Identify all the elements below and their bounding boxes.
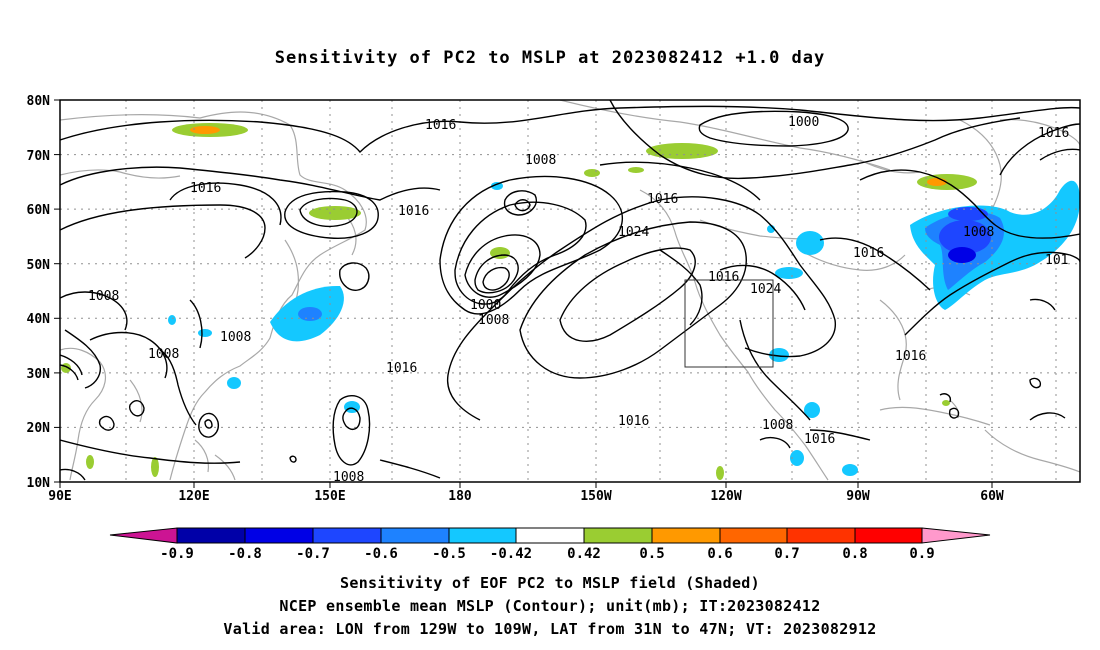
pressure-contours xyxy=(60,100,1080,481)
contour-label: 1008 xyxy=(963,225,994,240)
colorbar-cell xyxy=(515,527,585,544)
colorbar-cell xyxy=(651,527,721,544)
colorbar-tick-label: 0.8 xyxy=(842,546,867,562)
contour-label: 1008 xyxy=(148,347,179,362)
lat-label: 30N xyxy=(27,367,51,382)
colorbar xyxy=(109,527,991,544)
lon-label: 150W xyxy=(580,489,611,504)
contour-label: 1008 xyxy=(478,313,509,328)
valid-area-box xyxy=(684,279,774,368)
footer-line-1: Sensitivity of EOF PC2 to MSLP field (Sh… xyxy=(340,574,760,592)
latitude-labels: 80N 70N 60N 50N 40N 30N 20N 10N xyxy=(27,94,51,491)
colorbar-tick-label: 0.7 xyxy=(774,546,799,562)
colorbar-cell xyxy=(176,527,246,544)
contour-label: 1008 xyxy=(525,153,556,168)
contour-label: 1016 xyxy=(708,270,739,285)
lon-label: 180 xyxy=(448,489,472,504)
contour-label: 101 xyxy=(1045,253,1068,268)
contour-label: 1016 xyxy=(647,192,678,207)
contour-label: 1016 xyxy=(425,118,456,133)
lon-label: 90W xyxy=(846,489,870,504)
axis-ticks xyxy=(54,99,993,488)
footer-line-2: NCEP ensemble mean MSLP (Contour); unit(… xyxy=(279,597,821,615)
contour-label: 1016 xyxy=(618,414,649,429)
contour-label: 1000 xyxy=(788,115,819,130)
map-border xyxy=(59,99,1081,483)
contour-label: 1016 xyxy=(895,349,926,364)
colorbar-cell xyxy=(719,527,788,544)
colorbar-tick-label: 0.9 xyxy=(909,546,934,562)
colorbar-cell xyxy=(583,527,653,544)
map-title: Sensitivity of PC2 to MSLP at 2023082412… xyxy=(274,48,826,68)
colorbar-cell xyxy=(448,527,517,544)
colorbar-tick-label: 0.6 xyxy=(707,546,732,562)
colorbar-cell xyxy=(109,527,178,544)
colorbar-tick-label: 0.42 xyxy=(567,546,601,562)
lat-label: 70N xyxy=(27,149,51,164)
lat-label: 10N xyxy=(27,476,51,491)
colorbar-tick-labels: -0.9 -0.8 -0.7 -0.6 -0.5 -0.42 0.42 0.5 … xyxy=(160,546,935,562)
colorbar-tick-label: -0.9 xyxy=(160,546,194,562)
colorbar-tick-label: -0.6 xyxy=(364,546,398,562)
contour-label: 1008 xyxy=(220,330,251,345)
contour-label: 1000 xyxy=(470,298,501,313)
lon-label: 150E xyxy=(314,489,345,504)
contour-label: 1016 xyxy=(1038,126,1069,141)
colorbar-cell xyxy=(380,527,450,544)
colorbar-tick-label: 0.5 xyxy=(639,546,664,562)
colorbar-tick-label: -0.42 xyxy=(490,546,532,562)
shaded-sensitivity xyxy=(61,123,1080,480)
lon-label: 120W xyxy=(710,489,741,504)
lon-label: 120E xyxy=(178,489,209,504)
contour-label: 1016 xyxy=(386,361,417,376)
lat-label: 80N xyxy=(27,94,51,109)
longitude-labels: 90E 120E 150E 180 150W 120W 90W 60W xyxy=(48,489,1004,504)
contour-label: 1008 xyxy=(88,289,119,304)
colorbar-cell xyxy=(244,527,314,544)
colorbar-cell xyxy=(921,527,991,544)
lat-label: 20N xyxy=(27,421,51,436)
contour-label: 1016 xyxy=(853,246,884,261)
footer-line-3: Valid area: LON from 129W to 109W, LAT f… xyxy=(223,620,877,638)
contour-label: 1016 xyxy=(398,204,429,219)
colorbar-cell xyxy=(854,527,923,544)
lat-label: 60N xyxy=(27,203,51,218)
contour-label: 1008 xyxy=(762,418,793,433)
contour-label: 1024 xyxy=(750,282,781,297)
lat-label: 40N xyxy=(27,312,51,327)
colorbar-cell xyxy=(786,527,856,544)
contour-label: 1024 xyxy=(618,225,649,240)
lat-label: 50N xyxy=(27,258,51,273)
lon-label: 60W xyxy=(980,489,1004,504)
colorbar-tick-label: -0.8 xyxy=(228,546,262,562)
contour-labels: 1016 1000 1016 1016 1008 1016 1024 1016 … xyxy=(88,115,1069,485)
map-background xyxy=(60,100,1080,482)
colorbar-tick-label: -0.5 xyxy=(432,546,466,562)
lon-label: 90E xyxy=(48,489,71,504)
colorbar-cell xyxy=(312,527,382,544)
contour-label: 1016 xyxy=(190,181,221,196)
colorbar-tick-label: -0.7 xyxy=(296,546,330,562)
contour-label: 1016 xyxy=(804,432,835,447)
